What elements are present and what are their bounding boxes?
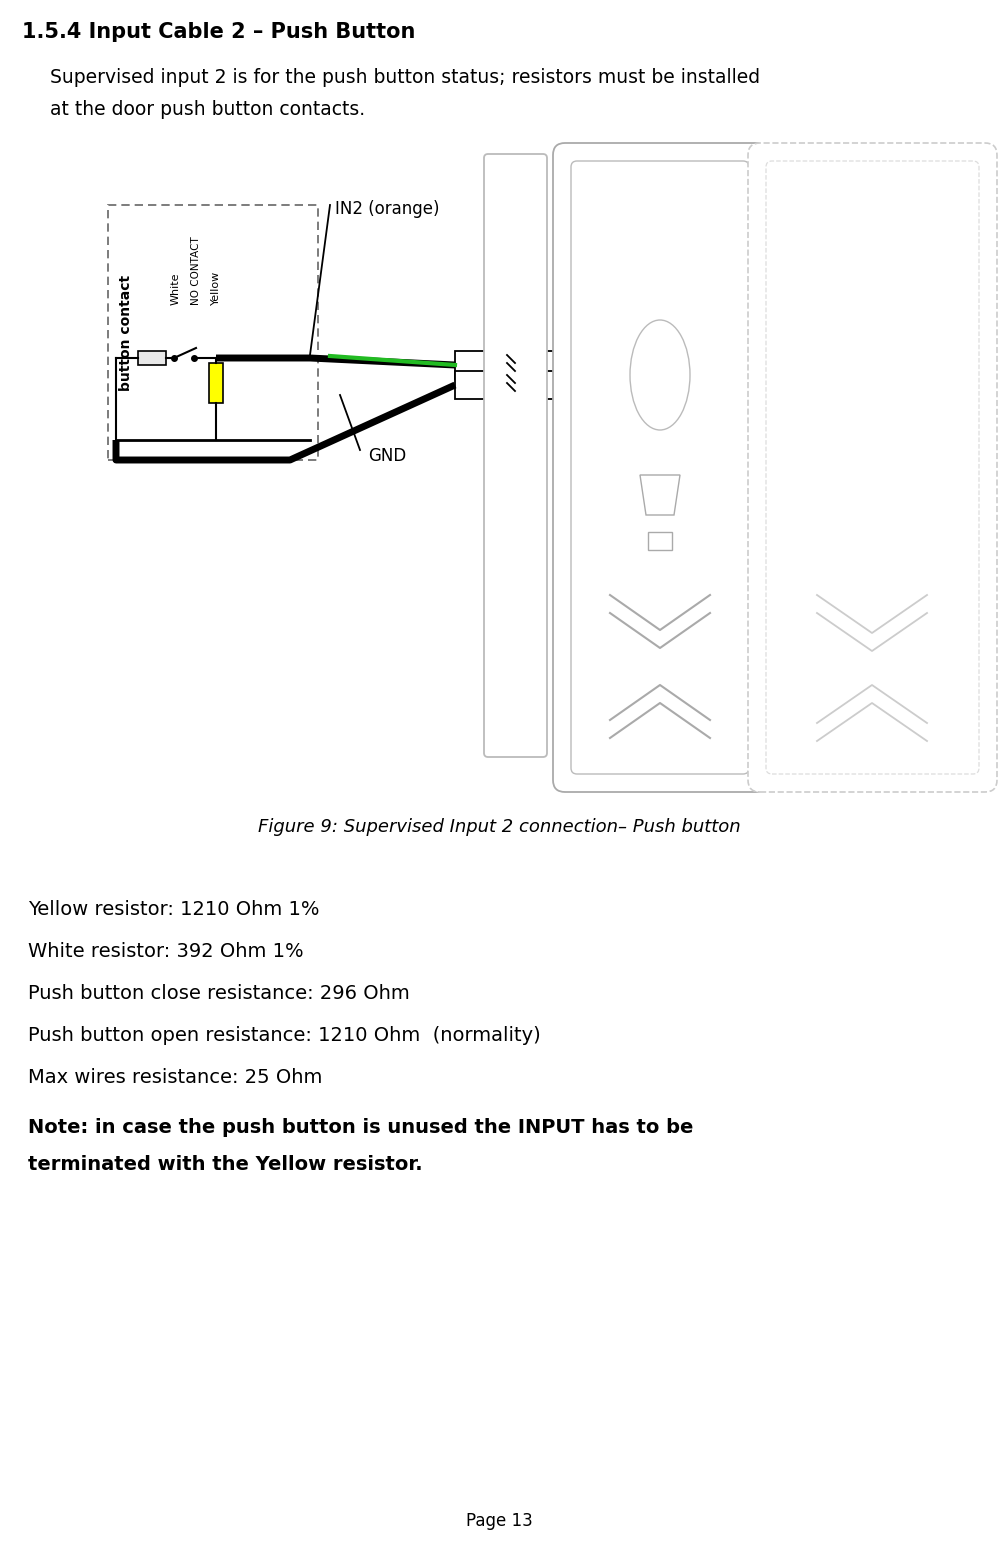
Bar [517, 372, 717, 399]
Bar [648, 532, 672, 550]
Polygon shape [640, 475, 680, 515]
Text: White resistor: 392 Ohm 1%: White resistor: 392 Ohm 1% [28, 942, 304, 961]
FancyBboxPatch shape [748, 143, 997, 793]
Text: Max wires resistance: 25 Ohm: Max wires resistance: 25 Ohm [28, 1069, 323, 1087]
Text: White: White [171, 273, 181, 305]
Text: Page 13: Page 13 [466, 1513, 532, 1530]
Bar [455, 352, 507, 379]
Bar [138, 352, 166, 365]
Bar [209, 362, 223, 402]
Text: Supervised input 2 is for the push button status; resistors must be installed: Supervised input 2 is for the push butto… [50, 68, 760, 86]
Bar [108, 205, 318, 460]
FancyBboxPatch shape [571, 160, 749, 774]
Text: Yellow: Yellow [211, 271, 221, 305]
Text: Push button open resistance: 1210 Ohm  (normality): Push button open resistance: 1210 Ohm (n… [28, 1025, 540, 1045]
FancyBboxPatch shape [553, 143, 767, 793]
Text: Figure 9: Supervised Input 2 connection– Push button: Figure 9: Supervised Input 2 connection–… [258, 817, 740, 836]
Text: GND: GND [368, 447, 407, 466]
FancyBboxPatch shape [484, 154, 547, 757]
Text: terminated with the Yellow resistor.: terminated with the Yellow resistor. [28, 1155, 423, 1173]
Ellipse shape [630, 321, 690, 430]
Text: 1.5.4 Input Cable 2 – Push Button: 1.5.4 Input Cable 2 – Push Button [22, 22, 416, 42]
Text: NO CONTACT: NO CONTACT [191, 236, 201, 305]
FancyBboxPatch shape [766, 160, 979, 774]
Text: at the door push button contacts.: at the door push button contacts. [50, 100, 365, 119]
Text: button contact: button contact [119, 274, 133, 390]
Text: Yellow resistor: 1210 Ohm 1%: Yellow resistor: 1210 Ohm 1% [28, 901, 320, 919]
Text: Note: in case the push button is unused the INPUT has to be: Note: in case the push button is unused … [28, 1118, 693, 1136]
Bar [517, 352, 717, 379]
Text: IN2 (orange): IN2 (orange) [335, 200, 440, 217]
Text: Push button close resistance: 296 Ohm: Push button close resistance: 296 Ohm [28, 984, 410, 1002]
Bar [455, 372, 507, 399]
